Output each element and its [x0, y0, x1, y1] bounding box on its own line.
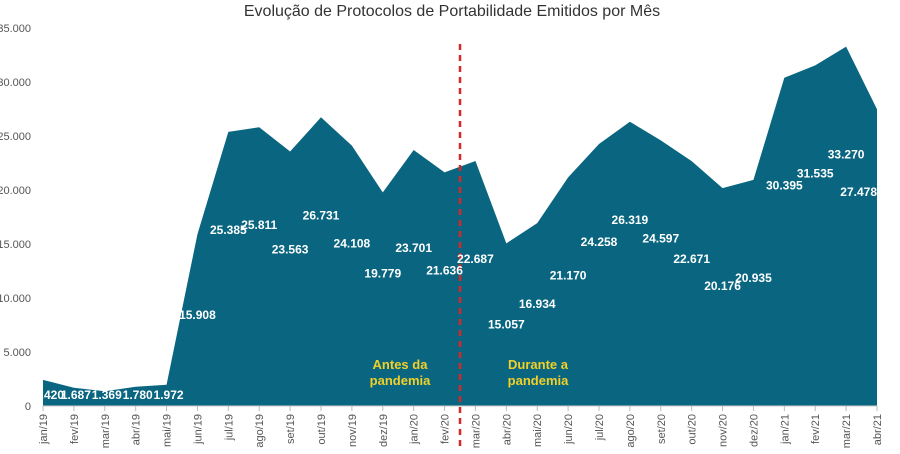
- y-tick-label: 20.000: [0, 185, 31, 197]
- data-label: 1.972: [154, 388, 184, 402]
- area-series: [43, 46, 877, 407]
- data-label: 15.057: [488, 317, 525, 331]
- annotation-before-pandemic: Antes da: [373, 357, 429, 372]
- data-label: 25.385: [210, 223, 247, 237]
- y-tick-label: 5.000: [3, 347, 31, 359]
- data-label: 26.731: [303, 208, 340, 222]
- x-tick-label: ago/19: [254, 414, 266, 448]
- data-label: 1.687: [61, 388, 91, 402]
- y-tick-label: 15.000: [0, 239, 31, 251]
- x-tick-label: ago/20: [625, 414, 637, 448]
- x-tick-label: fev/20: [440, 414, 452, 444]
- data-label: 23.701: [395, 241, 432, 255]
- x-tick-label: fev/21: [810, 414, 822, 444]
- x-tick-label: nov/19: [347, 414, 359, 447]
- data-label: 16.934: [519, 297, 556, 311]
- x-tick-label: dez/20: [748, 414, 760, 447]
- x-tick-label: nov/20: [718, 414, 730, 447]
- data-label: 15.908: [179, 308, 216, 322]
- data-label: 1.369: [92, 388, 122, 402]
- data-label: 22.671: [673, 252, 710, 266]
- x-tick-label: mar/20: [470, 414, 482, 448]
- y-tick-label: 30.000: [0, 77, 31, 89]
- data-label: 19.779: [364, 266, 401, 280]
- data-label: 2.420: [34, 388, 64, 402]
- x-tick-label: jan/20: [409, 414, 421, 445]
- x-tick-label: mai/19: [162, 414, 174, 447]
- data-label: 24.597: [642, 231, 679, 245]
- x-tick-label: mai/20: [532, 414, 544, 447]
- x-tick-label: abr/21: [872, 414, 884, 445]
- y-tick-label: 35.000: [0, 23, 31, 35]
- x-tick-label: jan/21: [779, 414, 791, 445]
- x-tick-label: out/19: [316, 414, 328, 445]
- x-tick-label: jun/20: [563, 414, 575, 445]
- data-label: 20.935: [735, 271, 772, 285]
- x-tick-label: set/19: [285, 414, 297, 444]
- y-axis: 0 5.000 10.000 15.000 20.000 25.000 30.000 35.0…: [0, 23, 31, 413]
- x-tick-label: mar/21: [841, 414, 853, 448]
- x-tick-label: jun/19: [192, 414, 204, 445]
- y-tick-label: 0: [25, 401, 31, 413]
- data-label: 33.270: [828, 148, 865, 162]
- area-layer: [43, 46, 877, 407]
- x-tick-label: abr/20: [501, 414, 513, 445]
- annotation-during-pandemic: pandemia: [508, 373, 569, 388]
- x-tick-label: jul/19: [223, 414, 235, 441]
- x-tick-label: set/20: [656, 414, 668, 444]
- x-tick-label: jan/19: [38, 414, 50, 445]
- x-axis: jan/19 fev/19 mar/19 abr/19 mai/19 jun/19 jul/…: [38, 405, 884, 448]
- x-tick-label: jul/20: [594, 414, 606, 441]
- data-label: 31.535: [797, 166, 834, 180]
- data-label: 27.478: [840, 185, 877, 199]
- data-label: 30.395: [766, 179, 803, 193]
- y-tick-label: 10.000: [0, 293, 31, 305]
- data-label: 22.687: [457, 252, 494, 266]
- x-tick-label: mar/19: [100, 414, 112, 448]
- data-label: 24.258: [581, 235, 618, 249]
- y-tick-label: 25.000: [0, 131, 31, 143]
- x-tick-label: abr/19: [131, 414, 143, 445]
- chart-title: Evolução de Protocolos de Portabilidade …: [244, 3, 660, 20]
- data-label: 24.108: [334, 237, 371, 251]
- x-tick-label: out/20: [687, 414, 699, 445]
- data-label: 23.563: [272, 243, 309, 257]
- data-label: 21.636: [426, 263, 463, 277]
- annotation-before-pandemic: pandemia: [370, 373, 431, 388]
- data-label: 21.170: [550, 268, 587, 282]
- x-tick-label: fev/19: [69, 414, 81, 444]
- data-label: 20.176: [704, 279, 741, 293]
- data-label: 1.780: [123, 388, 153, 402]
- annotation-during-pandemic: Durante a: [508, 357, 569, 372]
- data-label: 26.319: [612, 213, 649, 227]
- x-tick-label: dez/19: [378, 414, 390, 447]
- data-label: 25.811: [241, 218, 277, 232]
